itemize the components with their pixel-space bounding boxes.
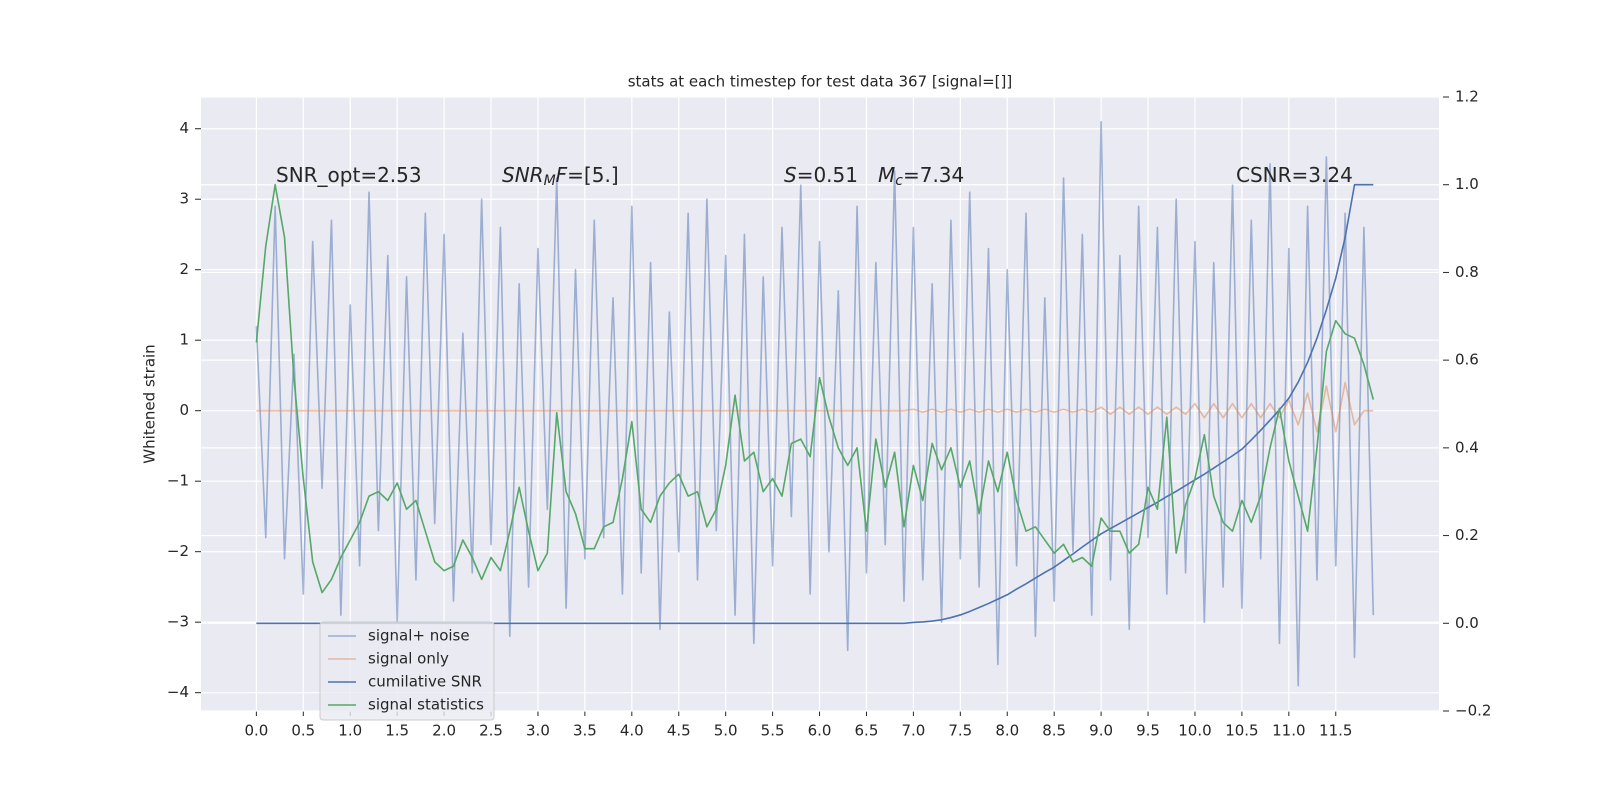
y2-tick-label: 0.4 xyxy=(1455,438,1479,456)
chart-title: stats at each timestep for test data 367… xyxy=(628,73,1013,91)
annotation-part: S xyxy=(784,163,797,187)
annotation-part: SNR xyxy=(502,163,544,187)
y-tick-label: 0 xyxy=(179,401,189,419)
annotation-part: c xyxy=(895,173,903,189)
x-tick-label: 7.0 xyxy=(901,722,925,740)
x-tick-label: 6.5 xyxy=(855,722,879,740)
y-tick-label: −2 xyxy=(167,542,189,560)
x-tick-label: 4.5 xyxy=(667,722,691,740)
annotation: Mc=7.34 xyxy=(878,163,964,190)
x-tick-label: 8.0 xyxy=(995,722,1019,740)
y2-tick-label: 0.0 xyxy=(1455,614,1479,632)
x-tick-label: 2.0 xyxy=(432,722,456,740)
y2-tick-label: 0.6 xyxy=(1455,351,1479,369)
annotation-part: =7.34 xyxy=(903,163,964,187)
y2-tick-label: 0.8 xyxy=(1455,263,1479,281)
x-tick-label: 0.0 xyxy=(244,722,268,740)
y-tick-label: 1 xyxy=(179,331,189,349)
y-tick-label: −1 xyxy=(167,472,189,490)
series-line xyxy=(255,183,1375,594)
x-tick-label: 10.0 xyxy=(1178,722,1211,740)
x-tick-label: 4.0 xyxy=(620,722,644,740)
annotation-part: CSNR=3.24 xyxy=(1236,163,1353,187)
legend-label: signal only xyxy=(368,650,449,668)
y2-tick-label: 1.2 xyxy=(1455,88,1479,106)
legend-label: signal statistics xyxy=(368,696,484,714)
x-tick-label: 11.0 xyxy=(1272,722,1305,740)
annotation-part: M xyxy=(878,163,895,187)
x-tick-label: 1.0 xyxy=(338,722,362,740)
y2-tick-label: 1.0 xyxy=(1455,175,1479,193)
y-tick-label: 3 xyxy=(179,190,189,208)
x-tick-label: 11.5 xyxy=(1319,722,1352,740)
annotation-part: SNR_opt=2.53 xyxy=(276,163,422,187)
y2-tick-label: 0.2 xyxy=(1455,526,1479,544)
legend-label: signal+ noise xyxy=(368,627,470,645)
x-tick-label: 3.5 xyxy=(573,722,597,740)
y-axis-label: Whitened strain xyxy=(141,344,159,463)
y-tick-label: −4 xyxy=(167,683,189,701)
x-tick-label: 5.5 xyxy=(761,722,785,740)
annotation-part: =[5.] xyxy=(567,163,618,187)
annotation-part: =0.51 xyxy=(797,163,858,187)
x-tick-label: 7.5 xyxy=(948,722,972,740)
x-tick-label: 6.0 xyxy=(808,722,832,740)
y-tick-label: −3 xyxy=(167,613,189,631)
annotation: SNRMF=[5.] xyxy=(502,163,619,190)
y2-tick-label: −0.2 xyxy=(1455,702,1491,720)
legend-box xyxy=(319,621,495,721)
x-tick-label: 9.0 xyxy=(1089,722,1113,740)
annotation-part: M xyxy=(544,173,556,189)
legend-label: cumilative SNR xyxy=(368,673,482,691)
annotation: CSNR=3.24 xyxy=(1236,163,1353,187)
x-tick-label: 0.5 xyxy=(291,722,315,740)
annotation: SNR_opt=2.53 xyxy=(276,163,422,187)
x-tick-label: 1.5 xyxy=(385,722,409,740)
annotation: S=0.51 xyxy=(784,163,858,187)
x-tick-label: 10.5 xyxy=(1225,722,1258,740)
x-tick-label: 2.5 xyxy=(479,722,503,740)
y-tick-label: 4 xyxy=(179,119,189,137)
x-tick-label: 9.5 xyxy=(1136,722,1160,740)
y-tick-label: 2 xyxy=(179,260,189,278)
x-tick-label: 3.0 xyxy=(526,722,550,740)
x-tick-label: 8.5 xyxy=(1042,722,1066,740)
x-tick-label: 5.0 xyxy=(714,722,738,740)
annotation-part: F xyxy=(556,163,568,187)
